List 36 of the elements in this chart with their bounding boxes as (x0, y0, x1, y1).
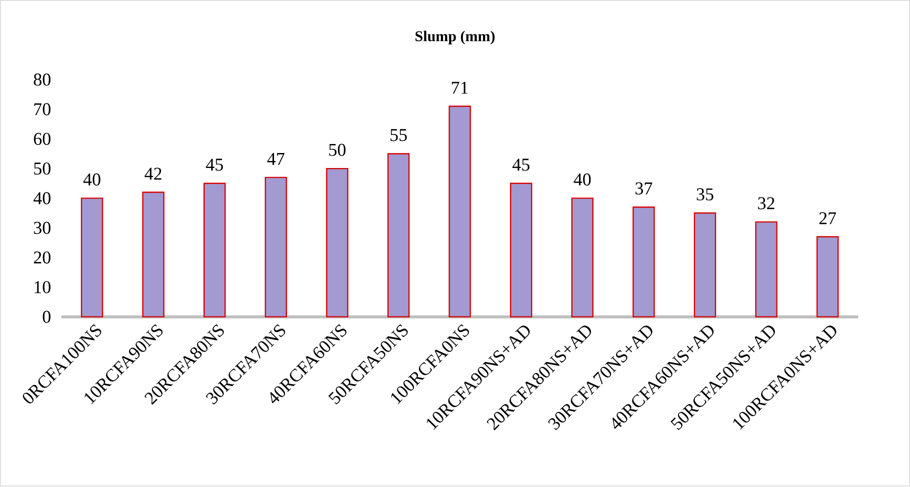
y-tick-label: 80 (34, 74, 50, 86)
bar (326, 168, 348, 318)
data-label: 42 (144, 168, 162, 180)
bar (694, 212, 716, 318)
y-tick-label: 60 (34, 133, 50, 146)
data-label: 40 (83, 174, 100, 186)
bar (203, 183, 226, 318)
y-tick-label: 40 (33, 192, 50, 205)
bar (632, 206, 655, 318)
bar (755, 222, 778, 318)
data-label: 37 (636, 182, 652, 195)
y-tick-label: 30 (34, 222, 50, 234)
y-tick-label: 70 (34, 103, 50, 116)
data-label: 40 (574, 174, 591, 186)
bar (510, 183, 532, 318)
chart-title: Slump (mm) (416, 30, 495, 45)
data-label: 55 (390, 129, 407, 142)
bar (264, 177, 288, 318)
data-label: 71 (452, 82, 468, 94)
bar (571, 198, 594, 318)
bar (142, 192, 164, 318)
bar (816, 236, 839, 318)
data-label: 45 (206, 158, 223, 171)
data-label: 35 (696, 188, 714, 201)
data-label: 32 (758, 197, 774, 210)
bar (80, 198, 104, 318)
data-label: 45 (512, 158, 530, 171)
y-tick-label: 50 (34, 162, 50, 175)
y-tick-label: 10 (34, 281, 50, 294)
bar (448, 106, 471, 318)
data-label: 50 (329, 144, 346, 156)
data-label: 27 (819, 212, 836, 224)
data-label: 47 (267, 153, 284, 166)
bar (387, 153, 410, 318)
y-tick-label: 20 (34, 252, 50, 264)
y-tick-label: 0 (42, 310, 50, 324)
